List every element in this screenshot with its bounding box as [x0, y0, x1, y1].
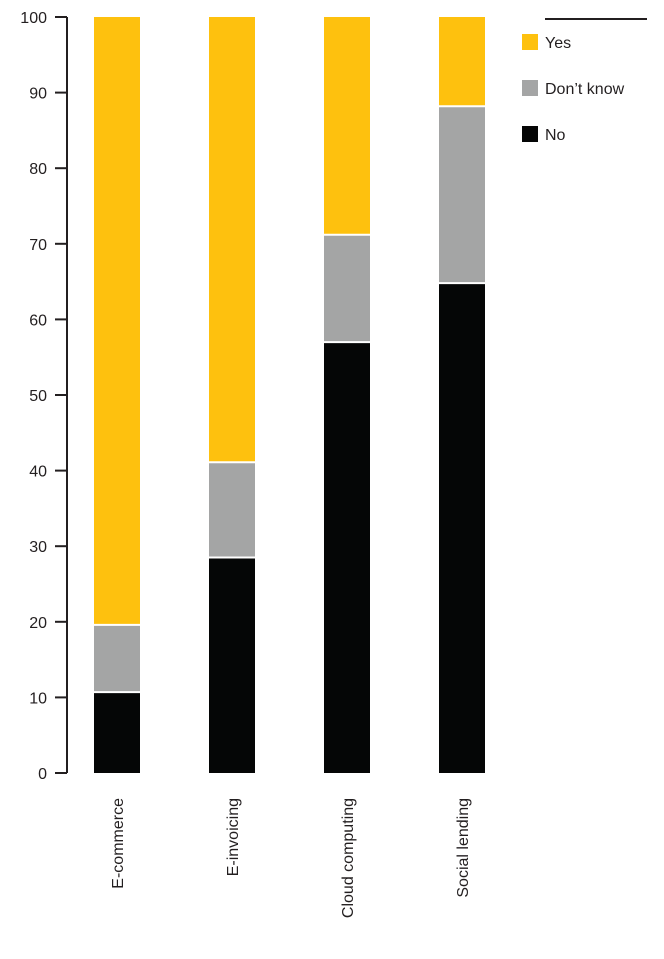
legend: Yes Don’t know No: [522, 18, 647, 144]
y-tick-label: 90: [29, 86, 47, 103]
bars: [94, 17, 485, 773]
bar-yes-e-invoicing: [209, 17, 255, 463]
x-category-label: Cloud computing: [340, 798, 357, 918]
x-axis-labels: E-commerce E-invoicing Cloud computing Soci…: [110, 798, 472, 918]
bar-don-t-know-cloud-computing: [324, 234, 370, 343]
y-tick-label: 0: [38, 766, 47, 783]
bar-stack-e-invoicing: [209, 17, 255, 773]
legend-swatch: [522, 126, 538, 142]
legend-label: Yes: [545, 35, 571, 52]
bar-no-social-lending: [439, 283, 485, 773]
y-tick-label: 70: [29, 237, 47, 254]
y-tick-label: 50: [29, 388, 47, 405]
bar-stack-cloud-computing: [324, 17, 370, 773]
bar-yes-cloud-computing: [324, 17, 370, 235]
bar-stack-e-commerce: [94, 17, 140, 773]
bar-don-t-know-social-lending: [439, 106, 485, 284]
bar-no-e-commerce: [94, 692, 140, 773]
y-tick-label: 80: [29, 161, 47, 178]
y-tick-label: 100: [20, 10, 47, 27]
y-tick-label: 60: [29, 312, 47, 329]
x-category-label: E-commerce: [110, 798, 127, 889]
legend-item-yes: Yes: [522, 34, 571, 52]
y-tick-label: 10: [29, 690, 47, 707]
bar-stack-social-lending: [439, 17, 485, 773]
legend-item-no: No: [522, 126, 566, 144]
x-category-label: E-invoicing: [225, 798, 242, 876]
y-axis: 0 10 20 30 40 50 60 70 80 90 100: [20, 10, 68, 783]
y-tick-label: 20: [29, 615, 47, 632]
y-tick-label: 30: [29, 539, 47, 556]
y-tick-label: 40: [29, 464, 47, 481]
bar-no-cloud-computing: [324, 342, 370, 773]
legend-item-don-t-know: Don’t know: [522, 80, 625, 98]
bar-don-t-know-e-commerce: [94, 624, 140, 693]
legend-swatch: [522, 34, 538, 50]
legend-label: No: [545, 127, 566, 144]
bar-don-t-know-e-invoicing: [209, 462, 255, 558]
bar-yes-social-lending: [439, 17, 485, 107]
legend-label: Don’t know: [545, 81, 625, 98]
bar-yes-e-commerce: [94, 17, 140, 625]
bar-no-e-invoicing: [209, 557, 255, 773]
legend-swatch: [522, 80, 538, 96]
x-category-label: Social lending: [455, 798, 472, 898]
